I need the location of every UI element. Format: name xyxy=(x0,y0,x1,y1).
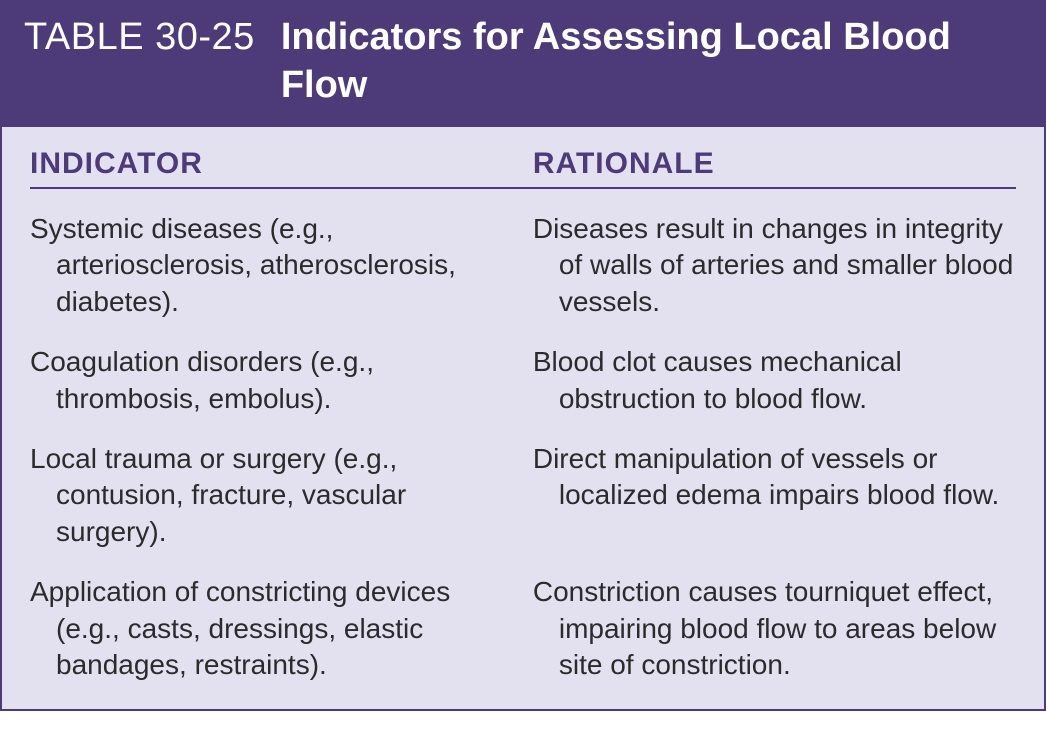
cell-indicator: Coagulation disorders (e.g., thrombosis,… xyxy=(30,344,533,417)
column-headers: INDICATOR RATIONALE xyxy=(30,147,1016,189)
column-header-indicator: INDICATOR xyxy=(30,147,533,181)
table-row: Coagulation disorders (e.g., thrombosis,… xyxy=(30,344,1016,417)
cell-indicator: Application of constricting devices (e.g… xyxy=(30,574,533,683)
cell-rationale: Constriction causes tourniquet effect, i… xyxy=(533,574,1016,683)
cell-rationale: Diseases result in changes in integrity … xyxy=(533,211,1016,320)
cell-indicator: Systemic diseases (e.g., arteriosclerosi… xyxy=(30,211,533,320)
cell-rationale: Blood clot causes mechanical obstruction… xyxy=(533,344,1016,417)
cell-indicator: Local trauma or surgery (e.g., contusion… xyxy=(30,441,533,550)
table-row: Systemic diseases (e.g., arteriosclerosi… xyxy=(30,211,1016,320)
table-header: TABLE 30-25 Indicators for Assessing Loc… xyxy=(2,2,1044,127)
table-row: Local trauma or surgery (e.g., contusion… xyxy=(30,441,1016,550)
column-header-rationale: RATIONALE xyxy=(533,147,1016,181)
table-title: Indicators for Assessing Local Blood Flo… xyxy=(281,14,1022,109)
table-row: Application of constricting devices (e.g… xyxy=(30,574,1016,683)
table-container: TABLE 30-25 Indicators for Assessing Loc… xyxy=(0,0,1046,711)
cell-rationale: Direct manipulation of vessels or locali… xyxy=(533,441,1016,550)
table-body: INDICATOR RATIONALE Systemic diseases (e… xyxy=(2,127,1044,709)
table-number: TABLE 30-25 xyxy=(24,14,281,62)
